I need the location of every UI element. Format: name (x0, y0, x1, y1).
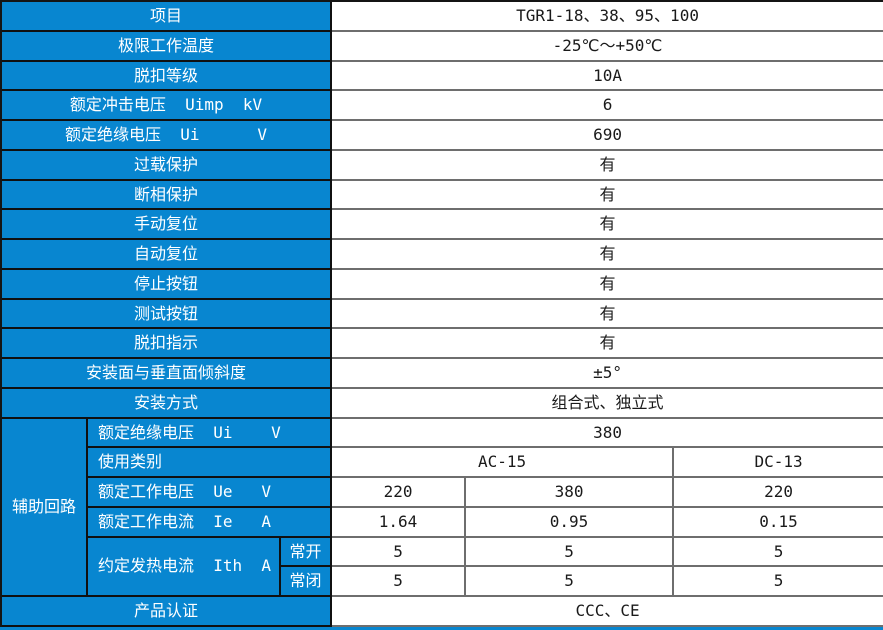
aux-value-ie-1: 1.64 (332, 507, 467, 538)
table-row-mounting: 安装方式 组合式、独立式 (2, 388, 883, 419)
table-row-certification: 产品认证 CCC、CE (2, 597, 883, 627)
table-row-trip-indicator: 脱扣指示 有 (2, 329, 883, 359)
row-value-trip-indicator: 有 (332, 329, 883, 359)
aux-value-ith-nc-3: 5 (674, 567, 883, 597)
aux-value-ue-1: 220 (332, 478, 467, 508)
row-value-insulation-voltage: 690 (332, 121, 883, 151)
row-label-manual-reset: 手动复位 (2, 210, 333, 240)
table-row-auto-reset: 自动复位 有 (2, 240, 883, 270)
aux-label-thermal-current: 约定发热电流 Ith A (88, 537, 281, 597)
row-label-mounting: 安装方式 (2, 388, 333, 419)
row-value-trip-class: 10A (332, 61, 883, 92)
aux-row-thermal-current-no: 约定发热电流 Ith A 常开 5 5 5 (2, 537, 883, 597)
aux-row-insulation-voltage: 辅助回路 额定绝缘电压 Ui V 380 (2, 418, 883, 597)
aux-value-ith-nc-2: 5 (466, 567, 675, 597)
aux-group-label: 辅助回路 (2, 418, 88, 597)
aux-row-thermal-current-nc: 常闭 5 5 5 (2, 567, 883, 597)
table-row-phase-failure: 断相保护 有 (2, 180, 883, 211)
row-value-stop-button: 有 (332, 269, 883, 300)
aux-row-utilization-category: 使用类别 AC-15 DC-13 (2, 448, 883, 478)
row-label-certification: 产品认证 (2, 597, 333, 627)
aux-value-ue-2: 380 (466, 478, 675, 508)
table-row-item: 项目 TGR1-18、38、95、100 (2, 2, 883, 32)
row-label-trip-indicator: 脱扣指示 (2, 329, 333, 359)
aux-row-operating-current: 额定工作电流 Ie A 1.64 0.95 0.15 (2, 507, 883, 538)
aux-value-ie-2: 0.95 (466, 507, 675, 538)
row-value-auto-reset: 有 (332, 240, 883, 270)
table-row-impulse-voltage: 额定冲击电压 Uimp kV 6 (2, 91, 883, 121)
aux-value-category-dc: DC-13 (674, 448, 883, 478)
row-label-phase-failure: 断相保护 (2, 180, 333, 211)
row-label-insulation-voltage: 额定绝缘电压 Ui V (2, 121, 333, 151)
aux-label-normally-closed: 常闭 (281, 567, 333, 597)
aux-value-ie-3: 0.15 (674, 507, 883, 538)
aux-value-insulation-voltage: 380 (332, 418, 883, 449)
aux-label-operating-voltage: 额定工作电压 Ue V (88, 478, 333, 508)
row-label-test-button: 测试按钮 (2, 299, 333, 330)
table-row-tilt: 安装面与垂直面倾斜度 ±5° (2, 359, 883, 389)
row-value-tilt: ±5° (332, 359, 883, 389)
row-value-model: TGR1-18、38、95、100 (332, 2, 883, 32)
row-label-trip-class: 脱扣等级 (2, 61, 333, 92)
row-label-tilt: 安装面与垂直面倾斜度 (2, 359, 333, 389)
aux-label-normally-open: 常开 (281, 537, 333, 568)
row-value-impulse-voltage: 6 (332, 91, 883, 121)
row-value-manual-reset: 有 (332, 210, 883, 240)
row-value-mounting: 组合式、独立式 (332, 388, 883, 419)
aux-value-ith-no-2: 5 (466, 537, 675, 568)
table-row-insulation-voltage: 额定绝缘电压 Ui V 690 (2, 121, 883, 151)
aux-row-operating-voltage: 额定工作电压 Ue V 220 380 220 (2, 478, 883, 508)
row-label-overload-protection: 过载保护 (2, 150, 333, 181)
aux-label-utilization-category: 使用类别 (88, 448, 333, 478)
aux-value-ith-no-1: 5 (332, 537, 467, 568)
row-label-temperature: 极限工作温度 (2, 31, 333, 62)
aux-value-ue-3: 220 (674, 478, 883, 508)
row-label-auto-reset: 自动复位 (2, 240, 333, 270)
aux-value-category-ac: AC-15 (332, 448, 675, 478)
table-row-stop-button: 停止按钮 有 (2, 269, 883, 300)
row-label-project: 项目 (2, 2, 333, 32)
table-row-temperature: 极限工作温度 -25℃～+50℃ (2, 31, 883, 62)
aux-label-operating-current: 额定工作电流 Ie A (88, 507, 333, 538)
table-row-manual-reset: 手动复位 有 (2, 210, 883, 240)
table-row-test-button: 测试按钮 有 (2, 299, 883, 330)
row-label-stop-button: 停止按钮 (2, 269, 333, 300)
row-value-test-button: 有 (332, 299, 883, 330)
aux-value-ith-nc-1: 5 (332, 567, 467, 597)
row-value-overload-protection: 有 (332, 150, 883, 181)
aux-label-insulation-voltage: 额定绝缘电压 Ui V (88, 418, 333, 449)
table-row-trip-class: 脱扣等级 10A (2, 61, 883, 92)
aux-value-ith-no-3: 5 (674, 537, 883, 568)
table-row-overload-protection: 过载保护 有 (2, 150, 883, 181)
row-value-phase-failure: 有 (332, 180, 883, 211)
row-value-certification: CCC、CE (332, 597, 883, 627)
row-label-impulse-voltage: 额定冲击电压 Uimp kV (2, 91, 333, 121)
row-value-temperature: -25℃～+50℃ (332, 31, 883, 62)
